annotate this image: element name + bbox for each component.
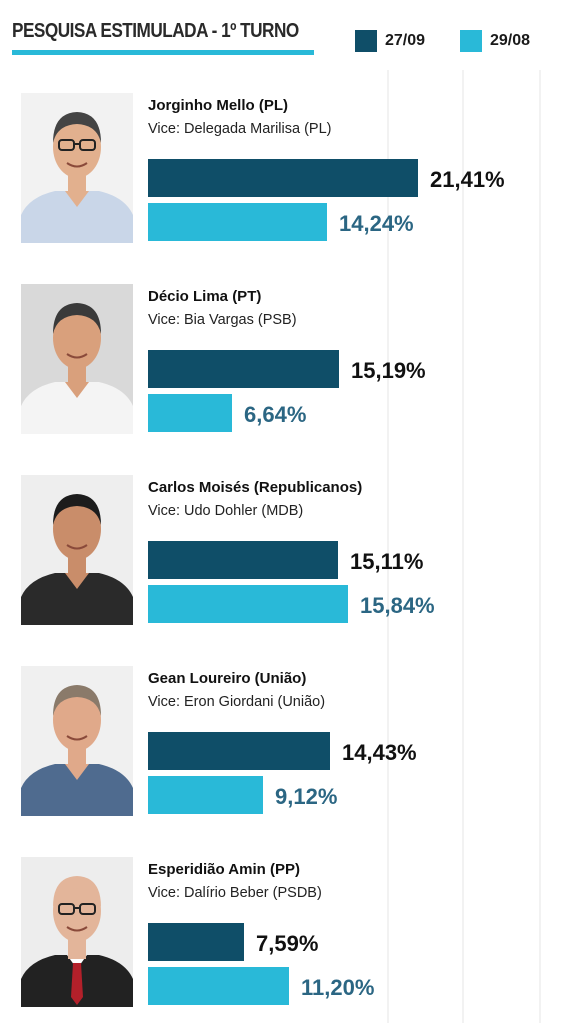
chart-header: PESQUISA ESTIMULADA - 1º TURNO 27/09 29/… (0, 0, 572, 70)
bar-27-09 (148, 159, 418, 197)
bar-29-08 (148, 776, 263, 814)
candidate-name: Esperidião Amin (PP) (148, 861, 300, 878)
candidate-row: Esperidião Amin (PP) Vice: Dalírio Beber… (0, 857, 572, 1027)
bar-27-09 (148, 350, 339, 388)
bar-29-08 (148, 394, 232, 432)
candidate-photo-man-suit-tie (21, 857, 133, 1007)
candidate-vice: Vice: Bia Vargas (PSB) (148, 312, 297, 328)
candidate-photo-man-dark-jacket (21, 475, 133, 625)
candidate-row: Jorginho Mello (PL) Vice: Delegada Maril… (0, 93, 572, 263)
candidate-row: Carlos Moisés (Republicanos) Vice: Udo D… (0, 475, 572, 645)
chart-title: PESQUISA ESTIMULADA - 1º TURNO (12, 20, 299, 42)
legend-label-29-08: 29/08 (490, 32, 531, 49)
candidate-vice: Vice: Delegada Marilisa (PL) (148, 121, 332, 137)
candidate-name: Décio Lima (PT) (148, 288, 262, 305)
bar-value-27-09: 15,19% (351, 358, 426, 383)
candidate-row: Décio Lima (PT) Vice: Bia Vargas (PSB) 1… (0, 284, 572, 454)
candidate-photo-man-smiling (21, 666, 133, 816)
bar-29-08 (148, 967, 289, 1005)
title-underline (12, 50, 314, 55)
legend-item-27-09: 27/09 (355, 30, 425, 52)
candidate-vice: Vice: Udo Dohler (MDB) (148, 503, 304, 519)
legend-label-27-09: 27/09 (385, 32, 426, 49)
candidate-name: Carlos Moisés (Republicanos) (148, 479, 363, 496)
bar-value-27-09: 15,11% (350, 549, 424, 574)
candidate-vice: Vice: Dalírio Beber (PSDB) (148, 885, 322, 901)
candidate-name: Jorginho Mello (PL) (148, 97, 288, 114)
bar-value-27-09: 14,43% (342, 740, 417, 765)
bar-29-08 (148, 585, 348, 623)
bar-value-29-08: 11,20% (301, 975, 375, 1000)
candidate-vice: Vice: Eron Giordani (União) (148, 694, 326, 710)
bar-value-29-08: 6,64% (244, 402, 307, 427)
candidate-photo-man-glasses (21, 93, 133, 243)
bar-value-29-08: 14,24% (339, 211, 414, 236)
legend-swatch-29-08 (460, 30, 482, 52)
bar-27-09 (148, 732, 330, 770)
candidate-photo-man-microphone (21, 284, 133, 434)
bar-value-29-08: 15,84% (360, 593, 435, 618)
bar-value-29-08: 9,12% (275, 784, 338, 809)
legend-swatch-27-09 (355, 30, 377, 52)
candidate-row: Gean Loureiro (União) Vice: Eron Giordan… (0, 666, 572, 836)
bar-value-27-09: 21,41% (430, 167, 505, 192)
legend-item-29-08: 29/08 (460, 30, 530, 52)
bar-27-09 (148, 923, 244, 961)
bar-27-09 (148, 541, 338, 579)
bar-value-27-09: 7,59% (256, 931, 319, 956)
candidate-name: Gean Loureiro (União) (148, 670, 307, 687)
bar-29-08 (148, 203, 327, 241)
